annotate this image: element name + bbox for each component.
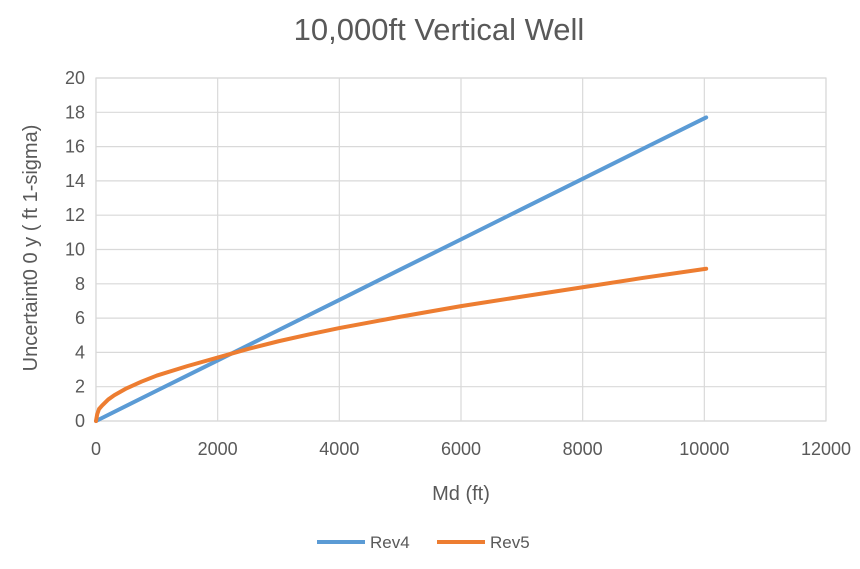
series-lines	[94, 115, 709, 423]
x-tick-label: 12000	[801, 439, 851, 459]
y-tick-label: 20	[65, 68, 85, 88]
y-tick-label: 16	[65, 137, 85, 157]
chart-title: 10,000ft Vertical Well	[294, 12, 585, 47]
x-axis-title: Md (ft)	[432, 483, 490, 505]
y-tick-label: 18	[65, 102, 85, 122]
y-tick-label: 10	[65, 240, 85, 260]
x-tick-label: 4000	[319, 439, 359, 459]
grid-lines	[95, 77, 827, 422]
y-tick-label: 4	[75, 342, 85, 362]
y-tick-label: 8	[75, 274, 85, 294]
legend-label-rev5: Rev5	[490, 533, 530, 552]
y-tick-label: 2	[75, 377, 85, 397]
series-line-rev4	[94, 115, 709, 423]
series-line-rev5	[94, 266, 709, 423]
y-tick-label: 6	[75, 308, 85, 328]
plot-area	[95, 77, 827, 422]
y-tick-label: 0	[75, 411, 85, 431]
x-tick-label: 8000	[563, 439, 603, 459]
y-axis-title: Uncertaint0 0 y ( ft 1-sigma)	[20, 125, 42, 372]
x-tick-label: 0	[91, 439, 101, 459]
y-tick-label: 14	[65, 171, 85, 191]
x-axis-tick-labels: 0 2000 4000 6000 8000 10000 12000	[91, 439, 851, 459]
legend: Rev4 Rev5	[317, 533, 530, 552]
legend-label-rev4: Rev4	[370, 533, 410, 552]
y-tick-label: 12	[65, 205, 85, 225]
x-tick-label: 2000	[198, 439, 238, 459]
x-tick-label: 6000	[441, 439, 481, 459]
x-tick-label: 10000	[679, 439, 729, 459]
y-axis-tick-labels: 0 2 4 6 8 10 12 14 16 18 20	[65, 68, 85, 431]
